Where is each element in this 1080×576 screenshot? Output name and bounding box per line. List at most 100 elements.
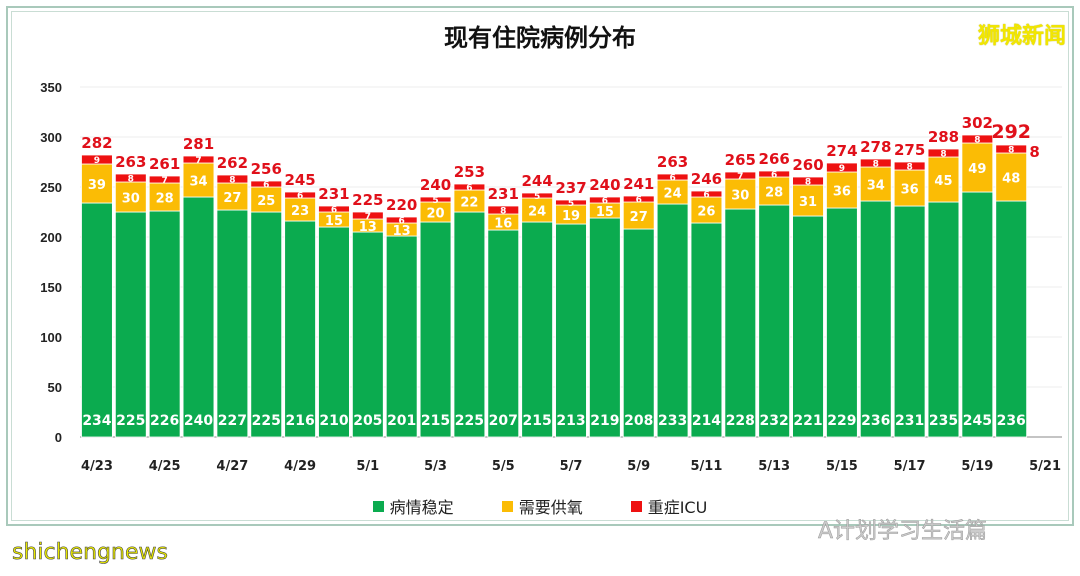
x-tick-label: 5/15 xyxy=(826,459,858,474)
bar-icu xyxy=(487,205,520,215)
total-label: 278 xyxy=(860,138,891,156)
bar-oxygen xyxy=(690,196,723,224)
data-label: 8 xyxy=(974,136,980,146)
data-label: 225 xyxy=(252,413,281,429)
data-label: 6 xyxy=(399,217,405,227)
stacked-bar-chart: 0501001502002503003502343992822253082632… xyxy=(40,80,1062,474)
data-label: 225 xyxy=(455,413,484,429)
bar-stable xyxy=(622,228,655,438)
data-label: 8 xyxy=(906,163,912,173)
data-label: 36 xyxy=(833,185,851,200)
data-label: 13 xyxy=(359,220,377,235)
bar-icu xyxy=(216,174,249,184)
bar-oxygen xyxy=(758,176,791,206)
bar-oxygen xyxy=(961,142,994,193)
data-label: 24 xyxy=(664,187,682,202)
bar-stable xyxy=(961,191,994,438)
bar-stable xyxy=(216,209,249,438)
bar-icu xyxy=(792,176,824,186)
bar-stable xyxy=(656,203,689,438)
bar-stable xyxy=(724,208,757,438)
bar-icu xyxy=(893,161,926,171)
data-label: 6 xyxy=(331,206,337,216)
data-label: 210 xyxy=(319,413,348,429)
total-label: 302 xyxy=(962,114,993,132)
bar-icu xyxy=(859,158,892,168)
total-label: 244 xyxy=(521,172,552,190)
bar-icu xyxy=(555,199,587,206)
legend-label: 病情稳定 xyxy=(389,498,454,517)
x-tick-label: 5/3 xyxy=(424,459,447,474)
bar-stable xyxy=(589,217,621,438)
data-label: 20 xyxy=(427,207,445,222)
data-label: 34 xyxy=(867,179,885,194)
total-label: 281 xyxy=(183,135,214,153)
data-label: 236 xyxy=(861,413,890,429)
brand-logo: 狮城新闻 xyxy=(977,24,1066,49)
data-label: 9 xyxy=(94,156,100,166)
bar-oxygen xyxy=(114,181,147,213)
data-label: 8 xyxy=(940,150,946,160)
data-label: 39 xyxy=(88,178,106,193)
data-label: 225 xyxy=(116,413,145,429)
bar-icu xyxy=(385,216,418,224)
total-label: 292 xyxy=(991,121,1031,143)
data-label: 215 xyxy=(523,413,552,429)
total-label: 261 xyxy=(149,155,180,173)
total-label: 231 xyxy=(488,185,519,203)
data-label: 8 xyxy=(128,175,134,185)
y-tick-label: 350 xyxy=(40,80,62,95)
data-label: 208 xyxy=(624,413,653,429)
data-label: 6 xyxy=(636,196,642,206)
data-label: 22 xyxy=(460,196,478,211)
bar-icu xyxy=(690,190,723,198)
x-tick-label: 5/19 xyxy=(961,459,993,474)
bar-oxygen xyxy=(182,162,215,198)
bar-stable xyxy=(826,207,858,438)
x-tick-label: 4/27 xyxy=(216,459,248,474)
x-tick-label: 5/11 xyxy=(691,459,723,474)
data-label: 221 xyxy=(793,413,822,429)
data-label: 23 xyxy=(291,204,309,219)
data-label: 24 xyxy=(528,205,546,220)
y-tick-label: 250 xyxy=(40,180,62,195)
bar-stable xyxy=(318,226,350,438)
bar-icu xyxy=(81,154,113,165)
bar-stable xyxy=(81,202,113,438)
y-tick-label: 50 xyxy=(48,380,62,395)
total-label: 266 xyxy=(759,150,790,168)
data-label: 15 xyxy=(325,214,343,229)
data-label: 6 xyxy=(771,171,777,181)
bar-stable xyxy=(487,229,520,438)
data-label: 7 xyxy=(737,172,743,182)
data-label: 6 xyxy=(297,192,303,202)
bar-stable xyxy=(114,211,147,438)
data-label: 8 xyxy=(500,207,506,217)
data-label: 48 xyxy=(1002,172,1020,187)
data-label: 214 xyxy=(692,413,721,429)
bar-stable xyxy=(182,196,215,438)
bar-oxygen xyxy=(724,178,757,210)
data-label: 6 xyxy=(669,174,675,184)
bar-stable xyxy=(385,235,418,438)
bar-icu xyxy=(318,205,350,213)
data-label: 213 xyxy=(556,413,585,429)
y-tick-label: 200 xyxy=(40,230,62,245)
data-label: 25 xyxy=(257,194,275,209)
bar-stable xyxy=(690,222,723,438)
bar-icu xyxy=(148,175,181,184)
bar-oxygen xyxy=(521,197,553,223)
legend: 病情稳定 需要供氧 重症ICU xyxy=(0,494,1080,518)
data-label: 5 xyxy=(432,196,438,206)
x-tick-label: 5/21 xyxy=(1029,459,1061,474)
data-label: 226 xyxy=(150,413,179,429)
bar-icu xyxy=(622,195,655,203)
data-label: 31 xyxy=(799,195,817,210)
data-label: 13 xyxy=(393,224,411,239)
bar-stable xyxy=(351,231,384,438)
data-label: 219 xyxy=(590,413,619,429)
total-label: 262 xyxy=(217,154,248,172)
data-label: 5 xyxy=(534,192,540,202)
data-label: 207 xyxy=(489,413,518,429)
data-label: 30 xyxy=(731,189,749,204)
